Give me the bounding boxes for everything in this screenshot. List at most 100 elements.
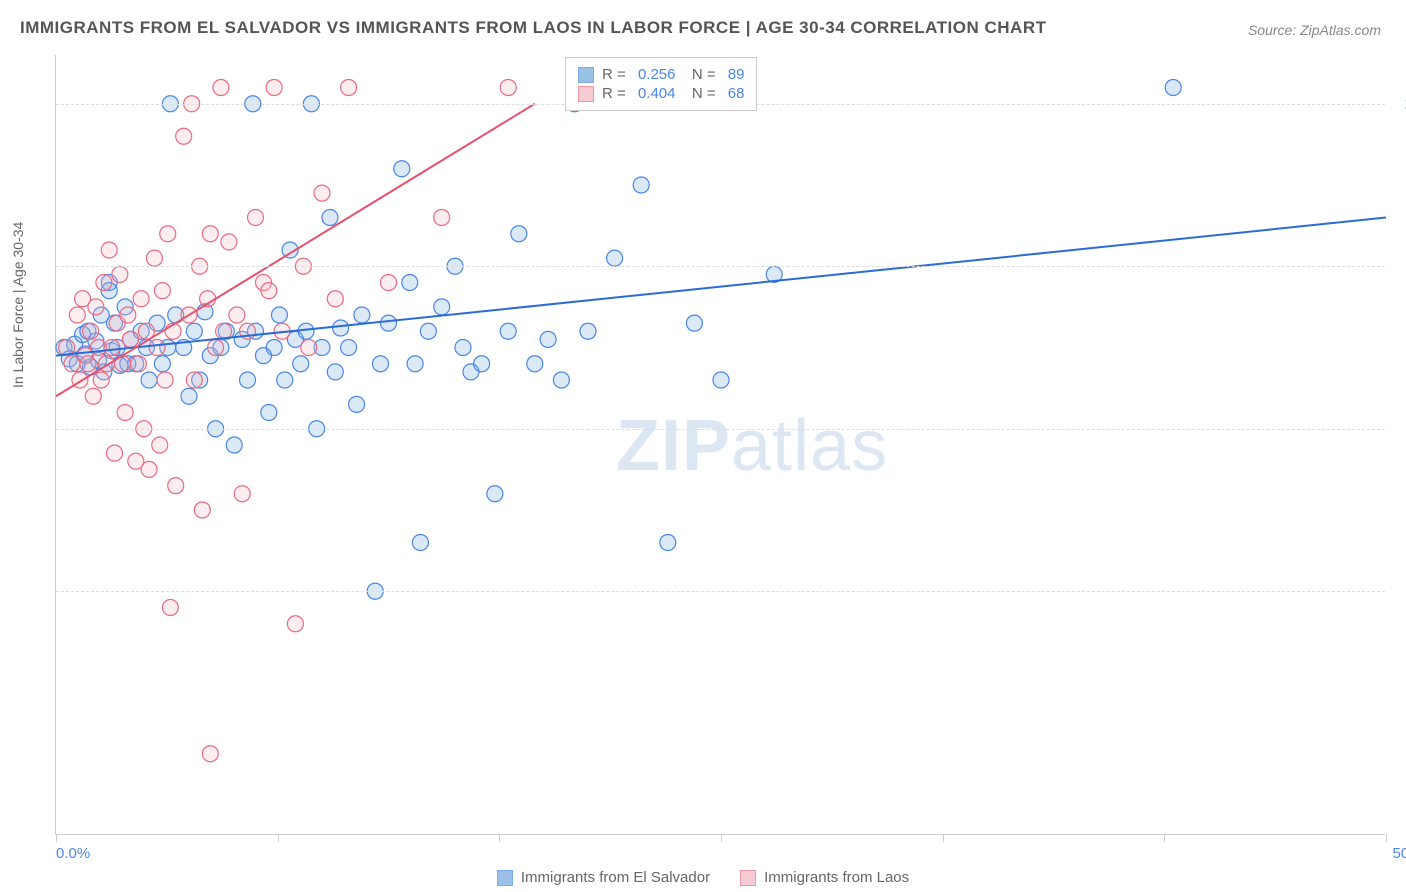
data-point <box>553 372 569 388</box>
data-point <box>349 396 365 412</box>
data-point <box>112 266 128 282</box>
data-point <box>633 177 649 193</box>
data-point <box>455 340 471 356</box>
plot-area: ZIPatlas 70.0%80.0%90.0%100.0%0.0%50.0% <box>55 55 1385 835</box>
data-point <box>322 210 338 226</box>
swatch-series-0 <box>578 67 594 83</box>
correlation-stats-box: R = 0.256 N = 89 R = 0.404 N = 68 <box>565 57 757 111</box>
data-point <box>287 616 303 632</box>
data-point <box>117 405 133 421</box>
data-point <box>69 307 85 323</box>
stat-r-0: 0.256 <box>638 66 676 83</box>
data-point <box>713 372 729 388</box>
data-point <box>381 315 397 331</box>
stat-n-0: 89 <box>728 66 745 83</box>
xtick <box>278 834 279 842</box>
legend-item: Immigrants from El Salvador <box>497 869 710 886</box>
stats-row: R = 0.404 N = 68 <box>578 85 744 102</box>
data-point <box>293 356 309 372</box>
data-point <box>266 80 282 96</box>
ytick-label: 80.0% <box>1395 420 1406 437</box>
data-point <box>80 356 96 372</box>
data-point <box>511 226 527 242</box>
stat-label: R = <box>602 85 630 102</box>
stat-r-1: 0.404 <box>638 85 676 102</box>
data-point <box>412 535 428 551</box>
data-point <box>301 340 317 356</box>
data-point <box>298 323 314 339</box>
data-point <box>271 307 287 323</box>
x-axis-min-label: 0.0% <box>56 845 90 862</box>
data-point <box>402 275 418 291</box>
data-point <box>234 486 250 502</box>
data-point <box>157 372 173 388</box>
data-point <box>107 445 123 461</box>
legend-item: Immigrants from Laos <box>740 869 909 886</box>
legend-label-1: Immigrants from Laos <box>764 869 909 886</box>
stat-label: R = <box>602 66 630 83</box>
data-point <box>154 283 170 299</box>
ytick-label: 90.0% <box>1395 258 1406 275</box>
legend: Immigrants from El Salvador Immigrants f… <box>0 869 1406 886</box>
data-point <box>434 210 450 226</box>
data-point <box>133 291 149 307</box>
data-point <box>146 250 162 266</box>
data-point <box>202 226 218 242</box>
stat-n-1: 68 <box>728 85 745 102</box>
data-point <box>149 340 165 356</box>
data-point <box>500 323 516 339</box>
data-point <box>213 80 229 96</box>
data-point <box>261 283 277 299</box>
data-point <box>266 340 282 356</box>
xtick <box>56 834 57 842</box>
data-point <box>261 405 277 421</box>
data-point <box>407 356 423 372</box>
data-point <box>101 242 117 258</box>
stat-label: N = <box>683 85 719 102</box>
source-attribution: Source: ZipAtlas.com <box>1248 22 1381 38</box>
data-point <box>176 128 192 144</box>
data-point <box>226 437 242 453</box>
ytick-label: 70.0% <box>1395 583 1406 600</box>
data-point <box>474 356 490 372</box>
data-point <box>141 372 157 388</box>
chart-title: IMMIGRANTS FROM EL SALVADOR VS IMMIGRANT… <box>20 18 1047 38</box>
xtick <box>943 834 944 842</box>
data-point <box>208 340 224 356</box>
data-point <box>277 372 293 388</box>
y-axis-label: In Labor Force | Age 30-34 <box>10 222 26 388</box>
data-point <box>85 388 101 404</box>
data-point <box>373 356 389 372</box>
data-point <box>341 80 357 96</box>
ytick-label: 100.0% <box>1395 95 1406 112</box>
data-point <box>540 331 556 347</box>
gridline <box>56 591 1385 592</box>
data-point <box>221 234 237 250</box>
stat-label: N = <box>683 66 719 83</box>
data-point <box>154 356 170 372</box>
data-point <box>194 502 210 518</box>
data-point <box>607 250 623 266</box>
data-point <box>341 340 357 356</box>
data-point <box>434 299 450 315</box>
data-point <box>240 372 256 388</box>
data-point <box>248 210 264 226</box>
data-point <box>168 478 184 494</box>
data-point <box>160 226 176 242</box>
data-point <box>354 307 370 323</box>
gridline <box>56 266 1385 267</box>
data-point <box>104 340 120 356</box>
legend-label-0: Immigrants from El Salvador <box>521 869 710 886</box>
xtick <box>1164 834 1165 842</box>
data-point <box>527 356 543 372</box>
x-axis-max-label: 50.0% <box>1392 845 1406 862</box>
data-point <box>327 364 343 380</box>
regression-line <box>56 218 1386 356</box>
data-point <box>186 372 202 388</box>
chart-svg <box>56 55 1385 834</box>
xtick <box>721 834 722 842</box>
data-point <box>420 323 436 339</box>
swatch-series-1b <box>740 870 756 886</box>
data-point <box>141 461 157 477</box>
data-point <box>229 307 245 323</box>
